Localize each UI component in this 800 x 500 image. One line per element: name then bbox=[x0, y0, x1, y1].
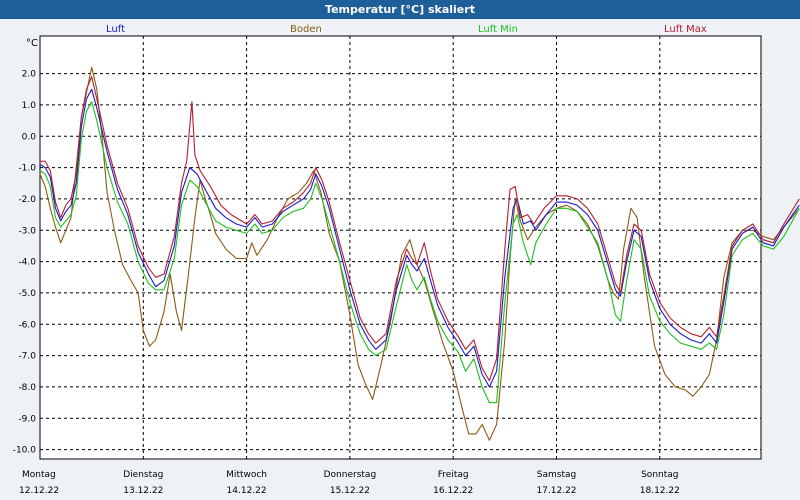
x-tick-day: Donnerstag bbox=[324, 470, 377, 480]
x-tick-day: Mittwoch bbox=[226, 470, 267, 480]
x-tick-day: Dienstag bbox=[123, 470, 163, 480]
y-tick-label: -8.0 bbox=[18, 383, 36, 393]
y-tick-label: -4.0 bbox=[18, 258, 36, 268]
x-tick-day: Montag bbox=[22, 470, 56, 480]
y-tick-label: 1.0 bbox=[22, 101, 37, 111]
x-tick-date: 15.12.22 bbox=[330, 486, 370, 496]
y-tick-label: -5.0 bbox=[18, 289, 36, 299]
x-tick-date: 14.12.22 bbox=[227, 486, 267, 496]
legend-boden: Boden bbox=[290, 24, 322, 35]
x-tick-day: Sonntag bbox=[641, 470, 678, 480]
legend-luft: Luft bbox=[106, 24, 125, 35]
x-tick-date: 13.12.22 bbox=[123, 486, 163, 496]
y-tick-label: -2.0 bbox=[18, 195, 36, 205]
y-tick-label: -9.0 bbox=[18, 414, 36, 424]
y-axis-unit: °C bbox=[26, 38, 38, 49]
y-tick-label: -3.0 bbox=[18, 226, 36, 236]
y-tick-label: 2.0 bbox=[22, 70, 37, 80]
legend-luft-min: Luft Min bbox=[478, 24, 518, 35]
y-tick-label: -6.0 bbox=[18, 320, 36, 330]
y-tick-label: 0.0 bbox=[22, 132, 37, 142]
x-tick-day: Samstag bbox=[537, 470, 576, 480]
x-tick-date: 18.12.22 bbox=[640, 486, 680, 496]
x-tick-date: 16.12.22 bbox=[433, 486, 473, 496]
series-line-luft bbox=[39, 88, 800, 388]
y-tick-label: -10.0 bbox=[13, 446, 37, 456]
y-tick-label: -1.0 bbox=[18, 164, 36, 174]
x-tick-day: Freitag bbox=[438, 470, 469, 480]
chart-title: Temperatur [°C] skaliert bbox=[0, 0, 800, 19]
legend-luft-max: Luft Max bbox=[664, 24, 707, 35]
x-tick-date: 17.12.22 bbox=[536, 486, 576, 496]
series-line-luft-max bbox=[40, 76, 800, 382]
x-tick-date: 12.12.22 bbox=[19, 486, 59, 496]
series-line-luft-min bbox=[39, 101, 800, 404]
y-tick-label: -7.0 bbox=[18, 352, 36, 362]
series-line-boden bbox=[39, 66, 800, 441]
plot-area bbox=[39, 35, 762, 460]
